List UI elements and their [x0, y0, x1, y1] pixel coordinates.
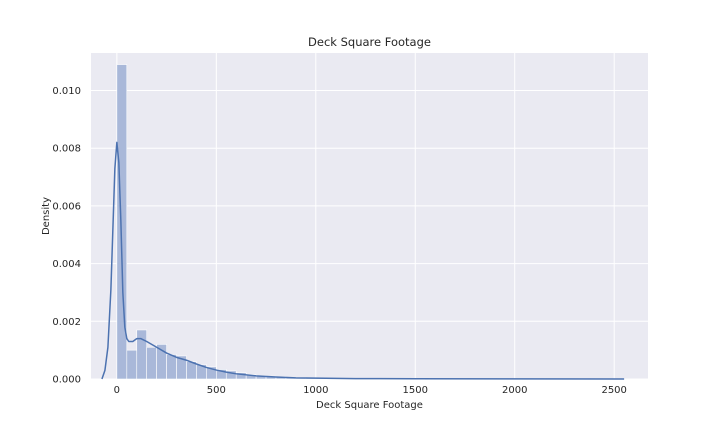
x-tick-label: 0: [114, 385, 120, 396]
y-tick-label: 0.010: [52, 86, 81, 97]
histogram-bar: [166, 354, 177, 380]
y-axis-ticks: 0.000 0.002 0.004 0.006 0.008 0.010: [52, 86, 81, 385]
kde-line: [101, 141, 625, 380]
y-axis-label: Density: [41, 197, 52, 235]
y-tick-label: 0.006: [52, 201, 81, 212]
x-tick-label: 500: [207, 385, 226, 396]
histogram-bar: [116, 64, 128, 380]
x-tick-label: 2000: [502, 385, 527, 396]
x-axis-label: Deck Square Footage: [316, 400, 423, 411]
histogram-bar: [146, 346, 157, 380]
x-tick-label: 1000: [303, 385, 328, 396]
histogram-bar: [186, 361, 197, 380]
y-tick-label: 0.000: [52, 375, 81, 386]
y-tick-label: 0.008: [52, 144, 81, 155]
chart-title: Deck Square Footage: [308, 35, 431, 49]
y-tick-label: 0.002: [52, 317, 81, 328]
y-tick-label: 0.004: [52, 259, 81, 270]
x-axis-ticks: 0 500 1000 1500 2000 2500: [114, 385, 627, 396]
x-tick-label: 1500: [403, 385, 428, 396]
histogram-bar: [136, 329, 147, 380]
histogram-bar: [126, 349, 138, 380]
plot-area: [91, 53, 648, 379]
x-tick-label: 2500: [601, 385, 626, 396]
